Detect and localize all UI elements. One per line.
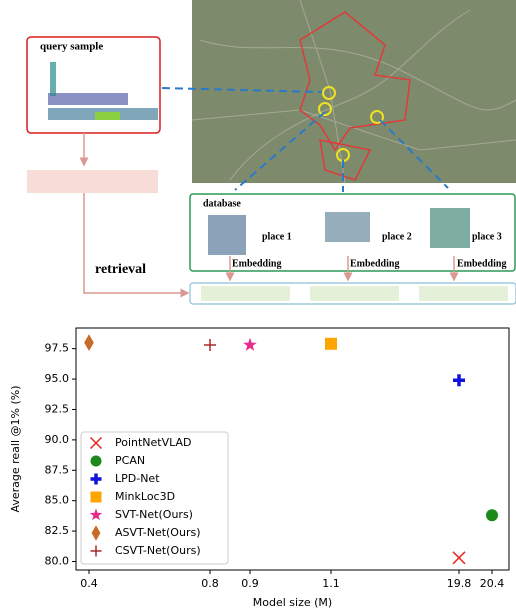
x-tick-label: 1.1: [322, 577, 340, 590]
legend-label: CSVT-Net(Ours): [115, 544, 201, 557]
y-tick-label: 92.5: [45, 402, 70, 415]
point-cloud: [48, 62, 158, 120]
map-image: [192, 0, 516, 183]
x-tick-label: 0.4: [80, 577, 98, 590]
place-label: place 2: [382, 231, 412, 242]
place-label: place 3: [472, 231, 502, 242]
map-route: [299, 11, 411, 181]
legend-label: ASVT-Net(Ours): [115, 526, 201, 539]
place-clouds: [208, 208, 470, 255]
legend-label: PointNetVLAD: [115, 436, 192, 449]
point: [84, 334, 94, 351]
embedding-label: Embedding: [232, 258, 281, 269]
legend-label: MinkLoc3D: [115, 490, 175, 503]
y-tick-label: 87.5: [45, 463, 70, 476]
point: [243, 337, 257, 351]
embedding-label: Embedding: [350, 258, 399, 269]
x-tick-label: 20.4: [480, 577, 505, 590]
x-tick-label: 0.9: [241, 577, 259, 590]
x-tick-label: 19.8: [447, 577, 472, 590]
y-tick-label: 82.5: [45, 524, 70, 537]
retrieval-label: retrieval: [95, 262, 146, 277]
arrows: [225, 256, 459, 282]
x-tick-label: 0.8: [201, 577, 219, 590]
y-tick-label: 97.5: [45, 342, 70, 355]
y-tick-label: 95.0: [45, 372, 70, 385]
point: [452, 551, 466, 565]
legend-label: SVT-Net(Ours): [115, 508, 193, 521]
map-detail: [191, 0, 516, 184]
y-tick-label: 85.0: [45, 494, 70, 507]
legend-marker: [90, 473, 102, 485]
legend-box: [80, 431, 229, 565]
arrow: [83, 193, 190, 298]
y-tick-label: 80.0: [45, 554, 70, 567]
x-axis-label: Model size (M): [253, 596, 332, 609]
place-label: place 1: [262, 231, 292, 242]
point: [486, 509, 498, 522]
legend-label: LPD-Net: [115, 472, 160, 485]
point: [453, 374, 465, 387]
point: [325, 337, 337, 350]
point: [204, 339, 216, 352]
legend-marker: [91, 525, 101, 541]
database-label: database: [203, 198, 241, 209]
legend-marker: [89, 436, 103, 450]
chart: 80.0 82.5 85.0 87.5 90.0 92.5 95.0 97.5 0.4 0.8 0.…: [9, 327, 510, 609]
legend-marker: [89, 508, 103, 521]
legend-marker: [90, 545, 102, 557]
legend-label: PCAN: [115, 454, 145, 467]
embedding-label: Embedding: [457, 258, 506, 269]
query-label: query sample: [40, 41, 103, 53]
legend-marker: [90, 491, 102, 503]
plot-frame: [75, 327, 510, 571]
legend-marker: [90, 455, 102, 467]
y-tick-label: 90.0: [45, 433, 70, 446]
y-axis-label: Average reall @1% (%): [9, 385, 22, 512]
query-embedding: [27, 170, 158, 193]
database-embeddings: [201, 286, 508, 301]
connector-lines: [161, 87, 449, 192]
